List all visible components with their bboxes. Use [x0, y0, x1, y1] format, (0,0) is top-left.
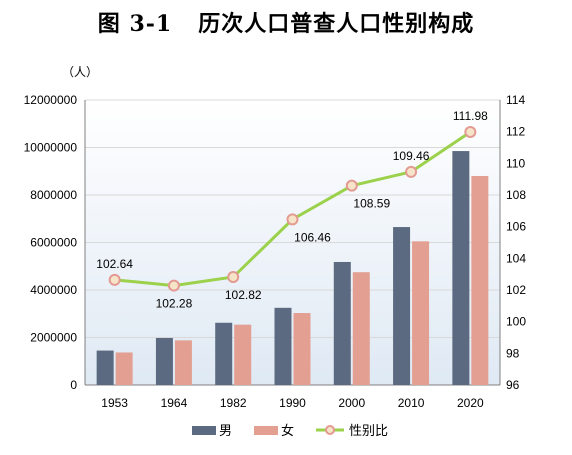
sex-ratio-data-label: 102.64 — [96, 257, 133, 271]
bar-male — [96, 350, 114, 385]
y-right-tick-label: 96 — [506, 378, 520, 392]
y-right-tick-label: 100 — [506, 315, 526, 329]
y-left-tick-label: 6000000 — [30, 236, 77, 250]
y-right-tick-label: 102 — [506, 283, 526, 297]
y-right-tick-label: 104 — [506, 251, 526, 265]
x-tick-label: 2010 — [398, 396, 425, 410]
bar-female — [293, 313, 311, 385]
bar-male — [452, 151, 470, 385]
y-right-tick-label: 98 — [506, 346, 520, 360]
sex-ratio-data-label: 106.46 — [294, 230, 331, 244]
legend-swatch-male — [192, 426, 216, 435]
y-left-tick-label: 4000000 — [30, 283, 77, 297]
y-left-unit-label: （人） — [62, 65, 98, 79]
y-left-tick-label: 2000000 — [30, 331, 77, 345]
y-left-tick-label: 12000000 — [24, 93, 78, 107]
bar-female — [412, 241, 430, 385]
bar-female — [352, 272, 370, 385]
x-tick-label: 1982 — [220, 396, 247, 410]
legend-swatch-sex-ratio-marker — [325, 425, 335, 435]
sex-ratio-data-label: 102.28 — [156, 297, 193, 311]
legend-label-female: 女 — [281, 423, 294, 439]
bar-male — [274, 307, 292, 385]
x-tick-label: 1990 — [279, 396, 306, 410]
y-left-tick-label: 8000000 — [30, 188, 77, 202]
sex-ratio-point — [464, 125, 477, 138]
x-tick-label: 2000 — [338, 396, 365, 410]
x-tick-label: 1964 — [161, 396, 188, 410]
y-right-tick-label: 112 — [506, 125, 525, 139]
bar-male — [393, 227, 411, 385]
bar-male — [333, 261, 351, 385]
chart-title-number: 图 3-1 — [97, 11, 173, 37]
legend-label-male: 男 — [219, 424, 232, 439]
sex-ratio-data-label: 102.82 — [225, 288, 262, 302]
bar-female — [471, 176, 489, 385]
sex-ratio-data-label: 109.46 — [393, 149, 430, 163]
bar-female — [115, 352, 133, 385]
y-left-tick-label: 10000000 — [24, 141, 78, 155]
sex-ratio-point — [227, 271, 240, 284]
y-right-tick-label: 110 — [506, 156, 525, 170]
sex-ratio-data-label: 111.98 — [453, 109, 488, 123]
sex-ratio-point — [345, 179, 358, 192]
sex-ratio-point — [405, 165, 418, 178]
x-tick-label: 2020 — [457, 396, 484, 410]
chart-title-text: 历次人口普查人口性别构成 — [198, 11, 475, 37]
sex-ratio-point — [286, 213, 299, 226]
bar-female — [234, 324, 252, 385]
x-tick-label: 1953 — [101, 396, 128, 410]
bar-male — [155, 337, 173, 385]
y-right-tick-label: 108 — [506, 188, 526, 202]
legend-swatch-female — [254, 426, 278, 435]
sex-ratio-point — [108, 273, 121, 286]
bar-male — [215, 322, 233, 385]
legend-label-sex-ratio: 性别比 — [349, 424, 388, 439]
sex-ratio-data-label: 108.59 — [353, 197, 390, 211]
y-left-tick-label: 0 — [70, 378, 77, 392]
y-right-tick-label: 114 — [506, 93, 525, 107]
bar-female — [174, 340, 192, 385]
chart-title: 图 3-1 历次人口普查人口性别构成 — [0, 6, 572, 38]
y-right-tick-label: 106 — [506, 220, 526, 234]
sex-ratio-point — [167, 279, 180, 292]
